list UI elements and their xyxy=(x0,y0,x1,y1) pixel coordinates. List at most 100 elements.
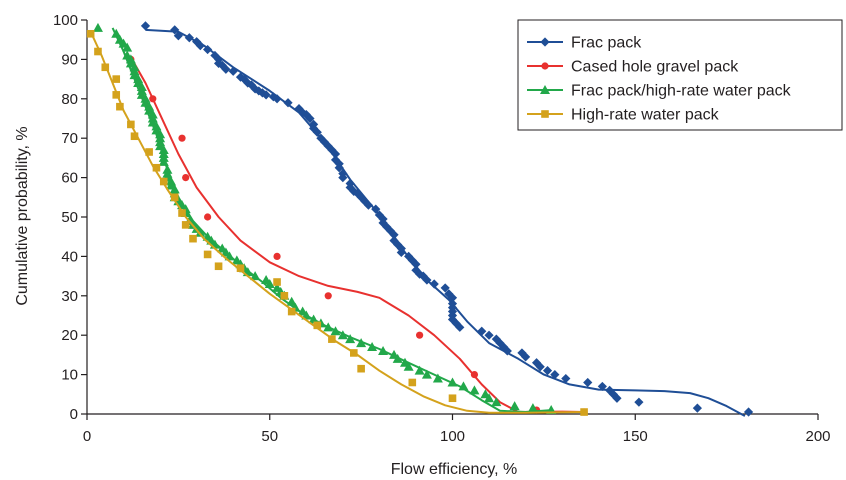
data-point xyxy=(455,322,465,332)
data-point xyxy=(250,271,261,281)
data-point xyxy=(692,403,702,413)
y-tick-label: 30 xyxy=(61,288,78,305)
data-point xyxy=(122,42,133,52)
data-point xyxy=(403,361,414,371)
data-point xyxy=(605,385,615,395)
data-point xyxy=(414,365,425,375)
data-point xyxy=(502,346,512,356)
data-point xyxy=(280,292,289,300)
data-point xyxy=(393,239,403,250)
data-point xyxy=(345,334,356,344)
data-point xyxy=(330,326,341,336)
legend-label: Frac pack/high-rate water pack xyxy=(571,83,792,100)
data-point xyxy=(178,209,186,217)
data-point xyxy=(286,296,297,306)
series-curve xyxy=(145,28,746,417)
y-tick-label: 0 xyxy=(70,406,78,423)
data-point xyxy=(356,338,367,348)
data-point xyxy=(495,338,505,348)
data-point xyxy=(542,366,553,376)
data-point xyxy=(491,397,502,407)
legend-label: Frac pack xyxy=(571,35,642,52)
data-point xyxy=(92,22,103,32)
y-tick-label: 60 xyxy=(61,170,78,187)
x-tick-label: 100 xyxy=(440,428,465,445)
legend-box xyxy=(517,19,843,131)
data-point xyxy=(527,403,538,413)
data-point xyxy=(350,349,358,357)
data-point xyxy=(447,293,458,303)
data-point xyxy=(272,94,282,104)
data-point xyxy=(195,41,205,51)
axes: 0 10 20 30 40 50 60 70 80 90 100 0 50 100 150 200 xyxy=(53,12,831,445)
data-point xyxy=(337,330,348,340)
x-tick-label: 0 xyxy=(83,428,91,445)
data-point xyxy=(181,221,190,229)
data-point xyxy=(221,64,231,74)
data-point xyxy=(283,98,293,108)
data-point xyxy=(363,200,374,210)
data-point xyxy=(287,307,296,316)
data-point xyxy=(608,389,618,399)
y-tick-label: 80 xyxy=(61,91,78,108)
data-point xyxy=(309,123,319,133)
data-point xyxy=(145,148,153,156)
data-point xyxy=(550,370,560,380)
data-point xyxy=(404,251,414,261)
data-point xyxy=(429,279,439,289)
data-point xyxy=(484,330,494,340)
data-point xyxy=(418,271,428,281)
data-point xyxy=(371,204,381,214)
data-point xyxy=(254,86,264,96)
data-point xyxy=(408,378,417,387)
data-point xyxy=(264,278,275,288)
data-point xyxy=(330,149,341,159)
data-point xyxy=(189,234,197,243)
data-point xyxy=(130,132,139,141)
data-point xyxy=(170,25,180,35)
data-point xyxy=(469,385,480,395)
data-point xyxy=(499,342,509,352)
data-point xyxy=(192,37,202,47)
data-point xyxy=(448,394,457,403)
data-point xyxy=(374,210,384,220)
data-point xyxy=(101,63,110,72)
data-point xyxy=(338,173,348,183)
series-curve xyxy=(89,31,585,414)
data-point xyxy=(140,21,151,31)
y-axis-title: Cumulative probability, % xyxy=(14,126,31,305)
data-point xyxy=(411,259,421,269)
data-point xyxy=(261,90,271,100)
series-2 xyxy=(92,22,557,415)
data-point xyxy=(367,342,378,352)
data-point xyxy=(634,397,644,407)
data-point xyxy=(94,47,102,56)
data-point xyxy=(345,182,355,193)
y-tick-label: 20 xyxy=(61,327,78,344)
data-point xyxy=(531,358,542,368)
x-axis-title: Flow efficiency, % xyxy=(391,461,518,478)
data-point xyxy=(389,230,399,240)
data-point xyxy=(86,29,95,38)
data-point xyxy=(112,75,121,83)
data-point xyxy=(583,377,593,388)
y-tick-label: 10 xyxy=(61,367,78,384)
data-point xyxy=(182,174,190,182)
data-point xyxy=(491,334,501,344)
legend-marker xyxy=(541,110,549,118)
data-point xyxy=(392,353,403,363)
data-point xyxy=(323,322,334,332)
data-point xyxy=(170,193,179,202)
data-point xyxy=(313,321,322,330)
data-point xyxy=(178,134,186,142)
data-point xyxy=(112,91,121,99)
data-point xyxy=(116,102,124,111)
data-point xyxy=(407,255,417,265)
y-tick-label: 40 xyxy=(61,248,78,265)
data-point xyxy=(236,264,245,273)
data-point xyxy=(597,381,607,392)
series-curve xyxy=(111,27,552,413)
data-point xyxy=(382,222,392,232)
data-point xyxy=(158,156,169,166)
data-point xyxy=(173,31,183,41)
